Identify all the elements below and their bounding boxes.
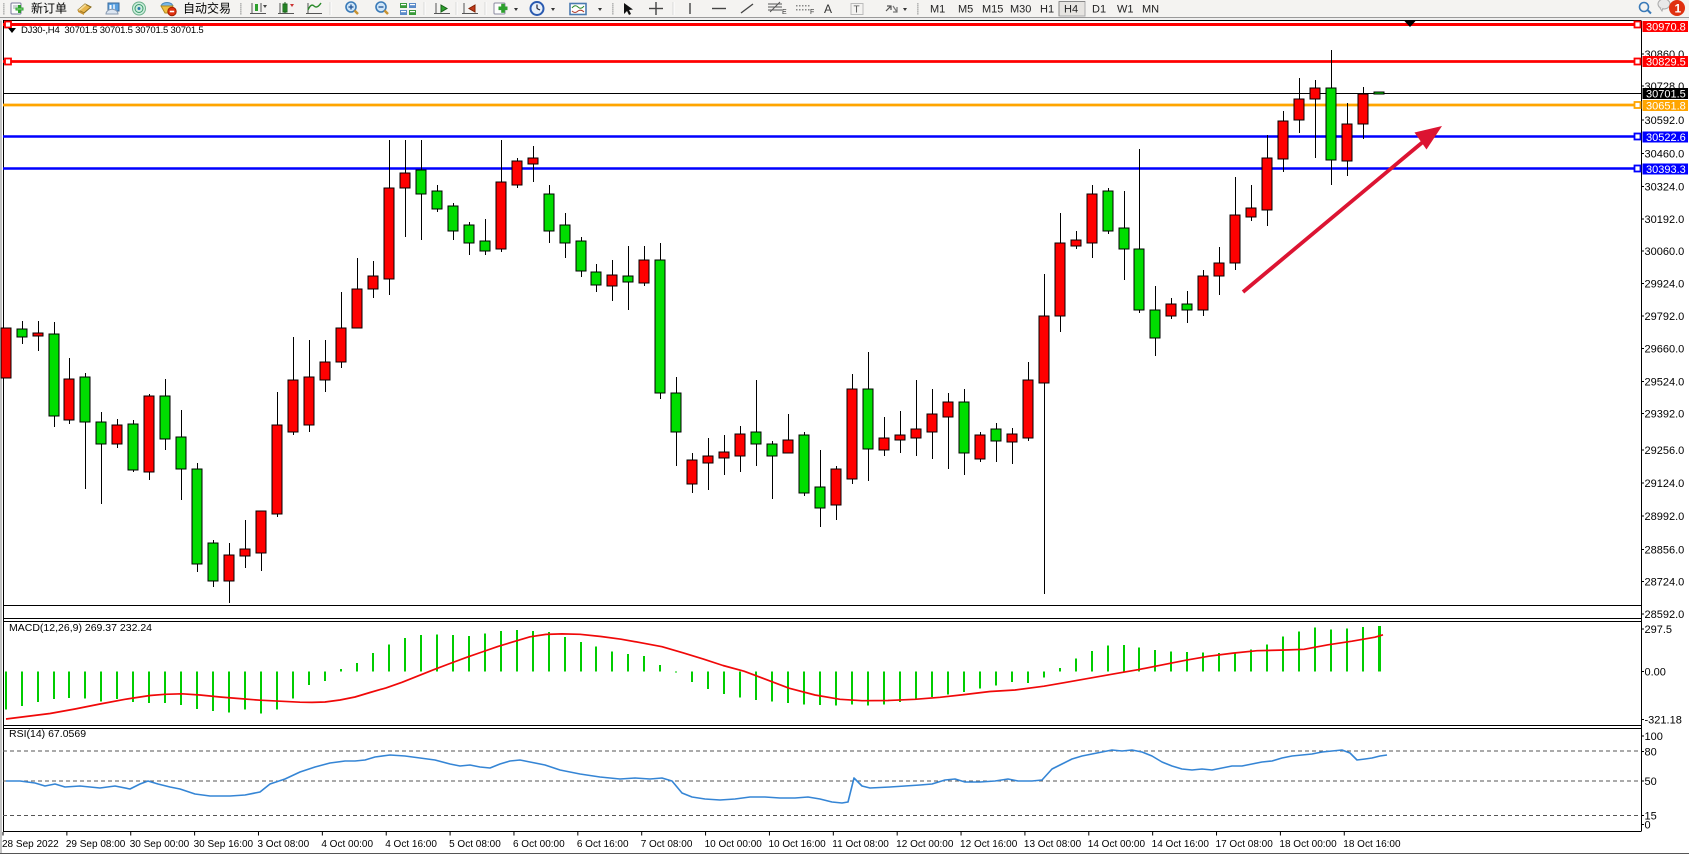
- svg-text:10 Oct 16:00: 10 Oct 16:00: [768, 839, 826, 850]
- svg-text:H4: H4: [1064, 4, 1078, 16]
- svg-text:28592.0: 28592.0: [1645, 609, 1685, 621]
- svg-text:MN: MN: [1142, 4, 1159, 16]
- svg-text:30324.0: 30324.0: [1645, 182, 1685, 194]
- svg-text:80: 80: [1645, 747, 1657, 759]
- svg-text:28992.0: 28992.0: [1645, 511, 1685, 523]
- svg-text:50: 50: [1645, 776, 1657, 788]
- svg-text:6 Oct 16:00: 6 Oct 16:00: [577, 839, 629, 850]
- svg-text:M15: M15: [982, 4, 1003, 16]
- svg-text:30 Sep 16:00: 30 Sep 16:00: [194, 839, 254, 850]
- svg-text:0: 0: [1645, 820, 1651, 832]
- svg-text:28856.0: 28856.0: [1645, 545, 1685, 557]
- svg-text:M1: M1: [930, 4, 945, 16]
- svg-text:29660.0: 29660.0: [1645, 344, 1685, 356]
- svg-text:30701.5: 30701.5: [1646, 89, 1686, 101]
- svg-text:29524.0: 29524.0: [1645, 377, 1685, 389]
- svg-text:MACD(12,26,9) 269.37 232.24: MACD(12,26,9) 269.37 232.24: [9, 622, 152, 634]
- svg-text:12 Oct 00:00: 12 Oct 00:00: [896, 839, 954, 850]
- svg-text:29124.0: 29124.0: [1645, 478, 1685, 490]
- svg-text:30651.8: 30651.8: [1646, 101, 1686, 113]
- svg-text:17 Oct 08:00: 17 Oct 08:00: [1216, 839, 1274, 850]
- svg-text:30970.8: 30970.8: [1646, 22, 1686, 34]
- svg-text:新订单: 新订单: [31, 1, 67, 16]
- svg-text:6 Oct 00:00: 6 Oct 00:00: [513, 839, 565, 850]
- svg-text:29392.0: 29392.0: [1645, 409, 1685, 421]
- svg-text:29924.0: 29924.0: [1645, 279, 1685, 291]
- svg-text:15: 15: [1645, 811, 1657, 823]
- svg-text:H1: H1: [1040, 4, 1054, 16]
- svg-text:11 Oct 08:00: 11 Oct 08:00: [832, 839, 889, 850]
- svg-text:-321.18: -321.18: [1645, 715, 1682, 727]
- svg-text:29792.0: 29792.0: [1645, 311, 1685, 323]
- svg-text:30393.3: 30393.3: [1646, 164, 1686, 176]
- svg-text:28 Sep 2022: 28 Sep 2022: [2, 839, 59, 850]
- svg-text:14 Oct 16:00: 14 Oct 16:00: [1152, 839, 1210, 850]
- svg-text:E: E: [782, 9, 787, 16]
- svg-text:12 Oct 16:00: 12 Oct 16:00: [960, 839, 1018, 850]
- svg-text:297.5: 297.5: [1645, 624, 1673, 636]
- svg-text:D1: D1: [1092, 4, 1106, 16]
- svg-text:W1: W1: [1117, 4, 1134, 16]
- svg-text:4 Oct 00:00: 4 Oct 00:00: [321, 839, 373, 850]
- svg-text:18 Oct 00:00: 18 Oct 00:00: [1279, 839, 1337, 850]
- svg-text:30192.0: 30192.0: [1645, 214, 1685, 226]
- svg-text:4 Oct 16:00: 4 Oct 16:00: [385, 839, 437, 850]
- svg-text:7 Oct 08:00: 7 Oct 08:00: [641, 839, 693, 850]
- svg-text:13 Oct 08:00: 13 Oct 08:00: [1024, 839, 1082, 850]
- svg-text:100: 100: [1645, 731, 1663, 743]
- svg-text:0.00: 0.00: [1645, 667, 1666, 679]
- svg-text:18 Oct 16:00: 18 Oct 16:00: [1343, 839, 1401, 850]
- svg-text:DJ30-,H4 30701.5 30701.5 3070: DJ30-,H4 30701.5 30701.5 30701.5 30701.5: [21, 25, 203, 36]
- svg-text:M30: M30: [1010, 4, 1031, 16]
- svg-text:M5: M5: [958, 4, 973, 16]
- svg-text:T: T: [854, 5, 860, 16]
- svg-text:自动交易: 自动交易: [183, 1, 231, 16]
- svg-text:30060.0: 30060.0: [1645, 246, 1685, 258]
- svg-text:3 Oct 08:00: 3 Oct 08:00: [257, 839, 309, 850]
- svg-text:10 Oct 00:00: 10 Oct 00:00: [705, 839, 763, 850]
- svg-text:29 Sep 08:00: 29 Sep 08:00: [66, 839, 126, 850]
- svg-text:14 Oct 00:00: 14 Oct 00:00: [1088, 839, 1146, 850]
- svg-text:5 Oct 08:00: 5 Oct 08:00: [449, 839, 501, 850]
- svg-text:1: 1: [1675, 2, 1682, 16]
- svg-text:30460.0: 30460.0: [1645, 149, 1685, 161]
- svg-text:RSI(14) 67.0569: RSI(14) 67.0569: [9, 728, 86, 740]
- svg-text:30 Sep 00:00: 30 Sep 00:00: [130, 839, 190, 850]
- svg-text:A: A: [824, 2, 832, 16]
- svg-text:30592.0: 30592.0: [1645, 115, 1685, 127]
- svg-text:F: F: [810, 9, 814, 16]
- svg-text:30522.6: 30522.6: [1646, 132, 1686, 144]
- svg-text:28724.0: 28724.0: [1645, 577, 1685, 589]
- svg-text:30829.5: 30829.5: [1646, 57, 1686, 69]
- svg-text:29256.0: 29256.0: [1645, 445, 1685, 457]
